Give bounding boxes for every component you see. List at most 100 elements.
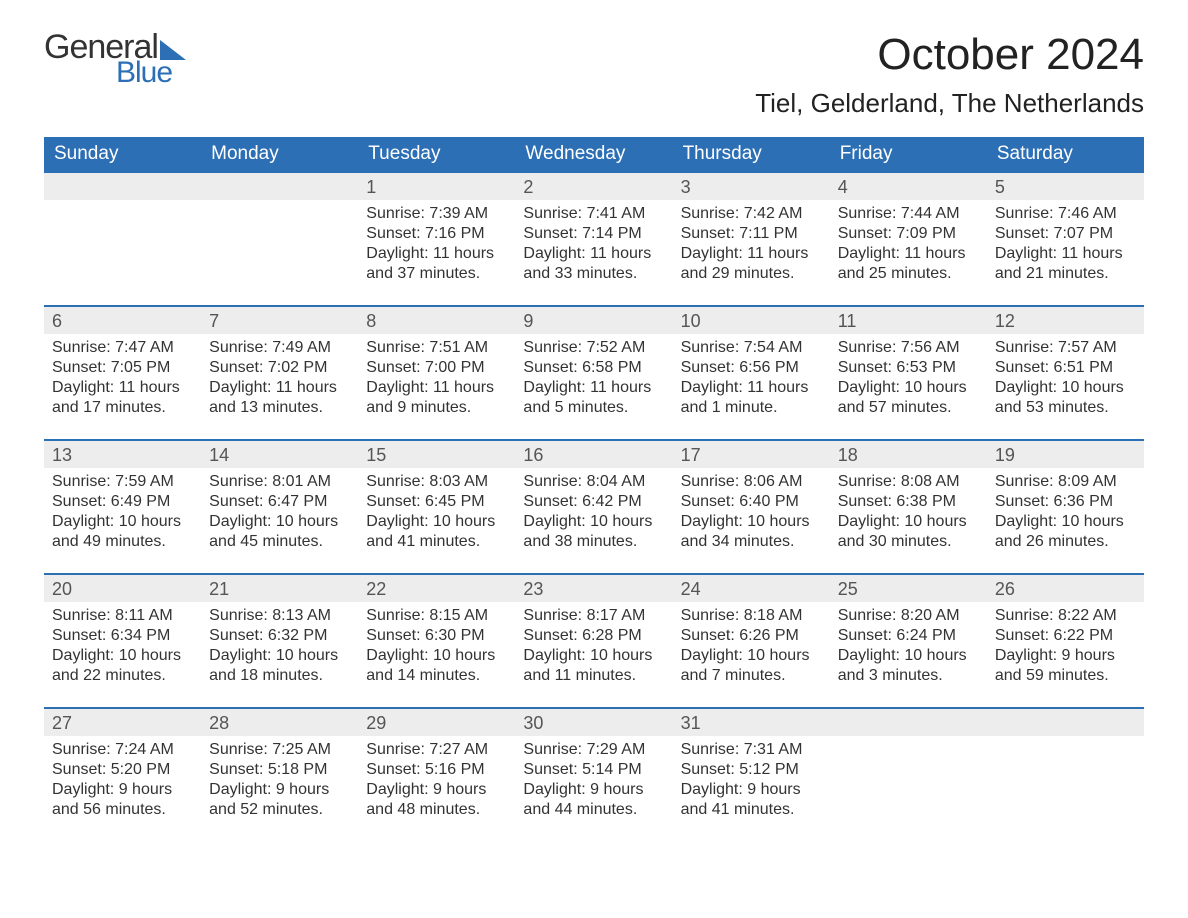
month-title: October 2024	[755, 30, 1144, 80]
daylight-text: Daylight: 11 hours and 5 minutes.	[523, 378, 664, 418]
day-number: 17	[673, 441, 830, 468]
day-number: 27	[44, 709, 201, 736]
daylight-text: Daylight: 9 hours and 41 minutes.	[681, 780, 822, 820]
daylight-text: Daylight: 11 hours and 17 minutes.	[52, 378, 193, 418]
day-cell: 27Sunrise: 7:24 AMSunset: 5:20 PMDayligh…	[44, 707, 201, 841]
weekday-header: Friday	[830, 137, 987, 171]
sunrise-text: Sunrise: 7:49 AM	[209, 338, 350, 358]
day-cell: 22Sunrise: 8:15 AMSunset: 6:30 PMDayligh…	[358, 573, 515, 707]
empty-cell	[201, 171, 358, 305]
day-cell: 9Sunrise: 7:52 AMSunset: 6:58 PMDaylight…	[515, 305, 672, 439]
day-number: 30	[515, 709, 672, 736]
day-number: 22	[358, 575, 515, 602]
sunset-text: Sunset: 6:58 PM	[523, 358, 664, 378]
daylight-text: Daylight: 10 hours and 34 minutes.	[681, 512, 822, 552]
title-block: October 2024 Tiel, Gelderland, The Nethe…	[755, 30, 1144, 119]
brand-word2: Blue	[116, 58, 186, 88]
day-cell: 20Sunrise: 8:11 AMSunset: 6:34 PMDayligh…	[44, 573, 201, 707]
brand-logo: General Blue	[44, 30, 186, 88]
day-cell: 21Sunrise: 8:13 AMSunset: 6:32 PMDayligh…	[201, 573, 358, 707]
daylight-text: Daylight: 9 hours and 44 minutes.	[523, 780, 664, 820]
day-number: 18	[830, 441, 987, 468]
sunset-text: Sunset: 5:20 PM	[52, 760, 193, 780]
day-body: Sunrise: 7:39 AMSunset: 7:16 PMDaylight:…	[358, 200, 515, 284]
daylight-text: Daylight: 10 hours and 11 minutes.	[523, 646, 664, 686]
day-body: Sunrise: 8:15 AMSunset: 6:30 PMDaylight:…	[358, 602, 515, 686]
day-number: 2	[515, 173, 672, 200]
daylight-text: Daylight: 9 hours and 59 minutes.	[995, 646, 1136, 686]
calendar-grid: SundayMondayTuesdayWednesdayThursdayFrid…	[44, 137, 1144, 841]
day-body: Sunrise: 8:06 AMSunset: 6:40 PMDaylight:…	[673, 468, 830, 552]
day-body: Sunrise: 8:09 AMSunset: 6:36 PMDaylight:…	[987, 468, 1144, 552]
day-number: 4	[830, 173, 987, 200]
day-body: Sunrise: 7:46 AMSunset: 7:07 PMDaylight:…	[987, 200, 1144, 284]
sunset-text: Sunset: 7:11 PM	[681, 224, 822, 244]
sunrise-text: Sunrise: 7:54 AM	[681, 338, 822, 358]
day-number: 25	[830, 575, 987, 602]
day-number: 26	[987, 575, 1144, 602]
sunrise-text: Sunrise: 8:08 AM	[838, 472, 979, 492]
header-bar: General Blue October 2024 Tiel, Gelderla…	[44, 30, 1144, 119]
sunrise-text: Sunrise: 8:13 AM	[209, 606, 350, 626]
daylight-text: Daylight: 10 hours and 57 minutes.	[838, 378, 979, 418]
day-body: Sunrise: 8:13 AMSunset: 6:32 PMDaylight:…	[201, 602, 358, 686]
day-cell: 14Sunrise: 8:01 AMSunset: 6:47 PMDayligh…	[201, 439, 358, 573]
sunset-text: Sunset: 7:09 PM	[838, 224, 979, 244]
day-body: Sunrise: 7:42 AMSunset: 7:11 PMDaylight:…	[673, 200, 830, 284]
sunrise-text: Sunrise: 8:03 AM	[366, 472, 507, 492]
weekday-header: Tuesday	[358, 137, 515, 171]
day-number: 7	[201, 307, 358, 334]
sunset-text: Sunset: 6:56 PM	[681, 358, 822, 378]
sunrise-text: Sunrise: 8:04 AM	[523, 472, 664, 492]
day-cell: 18Sunrise: 8:08 AMSunset: 6:38 PMDayligh…	[830, 439, 987, 573]
sunrise-text: Sunrise: 7:29 AM	[523, 740, 664, 760]
day-body: Sunrise: 7:54 AMSunset: 6:56 PMDaylight:…	[673, 334, 830, 418]
daylight-text: Daylight: 11 hours and 33 minutes.	[523, 244, 664, 284]
daylight-text: Daylight: 11 hours and 25 minutes.	[838, 244, 979, 284]
sunrise-text: Sunrise: 7:46 AM	[995, 204, 1136, 224]
day-number: 12	[987, 307, 1144, 334]
day-body: Sunrise: 8:01 AMSunset: 6:47 PMDaylight:…	[201, 468, 358, 552]
sunset-text: Sunset: 6:24 PM	[838, 626, 979, 646]
day-cell: 17Sunrise: 8:06 AMSunset: 6:40 PMDayligh…	[673, 439, 830, 573]
daylight-text: Daylight: 10 hours and 3 minutes.	[838, 646, 979, 686]
sunset-text: Sunset: 6:32 PM	[209, 626, 350, 646]
day-body: Sunrise: 8:04 AMSunset: 6:42 PMDaylight:…	[515, 468, 672, 552]
day-cell: 28Sunrise: 7:25 AMSunset: 5:18 PMDayligh…	[201, 707, 358, 841]
sunrise-text: Sunrise: 7:31 AM	[681, 740, 822, 760]
day-body: Sunrise: 8:11 AMSunset: 6:34 PMDaylight:…	[44, 602, 201, 686]
daylight-text: Daylight: 11 hours and 13 minutes.	[209, 378, 350, 418]
day-cell: 1Sunrise: 7:39 AMSunset: 7:16 PMDaylight…	[358, 171, 515, 305]
sunrise-text: Sunrise: 7:56 AM	[838, 338, 979, 358]
daylight-text: Daylight: 11 hours and 1 minute.	[681, 378, 822, 418]
day-cell: 24Sunrise: 8:18 AMSunset: 6:26 PMDayligh…	[673, 573, 830, 707]
location-subtitle: Tiel, Gelderland, The Netherlands	[755, 88, 1144, 119]
sunrise-text: Sunrise: 7:24 AM	[52, 740, 193, 760]
sunset-text: Sunset: 6:26 PM	[681, 626, 822, 646]
day-cell: 29Sunrise: 7:27 AMSunset: 5:16 PMDayligh…	[358, 707, 515, 841]
day-body: Sunrise: 7:31 AMSunset: 5:12 PMDaylight:…	[673, 736, 830, 820]
sunrise-text: Sunrise: 7:52 AM	[523, 338, 664, 358]
empty-cell	[44, 171, 201, 305]
sunrise-text: Sunrise: 7:39 AM	[366, 204, 507, 224]
sunset-text: Sunset: 5:14 PM	[523, 760, 664, 780]
sunset-text: Sunset: 6:42 PM	[523, 492, 664, 512]
day-number: 6	[44, 307, 201, 334]
sunrise-text: Sunrise: 8:06 AM	[681, 472, 822, 492]
day-number: 15	[358, 441, 515, 468]
sunset-text: Sunset: 6:28 PM	[523, 626, 664, 646]
sunset-text: Sunset: 6:34 PM	[52, 626, 193, 646]
day-body: Sunrise: 8:18 AMSunset: 6:26 PMDaylight:…	[673, 602, 830, 686]
day-cell: 6Sunrise: 7:47 AMSunset: 7:05 PMDaylight…	[44, 305, 201, 439]
sunrise-text: Sunrise: 7:25 AM	[209, 740, 350, 760]
day-body: Sunrise: 7:25 AMSunset: 5:18 PMDaylight:…	[201, 736, 358, 820]
sunset-text: Sunset: 6:22 PM	[995, 626, 1136, 646]
day-cell: 5Sunrise: 7:46 AMSunset: 7:07 PMDaylight…	[987, 171, 1144, 305]
sunset-text: Sunset: 6:53 PM	[838, 358, 979, 378]
daylight-text: Daylight: 11 hours and 37 minutes.	[366, 244, 507, 284]
day-body: Sunrise: 8:20 AMSunset: 6:24 PMDaylight:…	[830, 602, 987, 686]
day-cell: 4Sunrise: 7:44 AMSunset: 7:09 PMDaylight…	[830, 171, 987, 305]
day-body: Sunrise: 7:59 AMSunset: 6:49 PMDaylight:…	[44, 468, 201, 552]
empty-cell	[987, 707, 1144, 841]
daylight-text: Daylight: 11 hours and 29 minutes.	[681, 244, 822, 284]
